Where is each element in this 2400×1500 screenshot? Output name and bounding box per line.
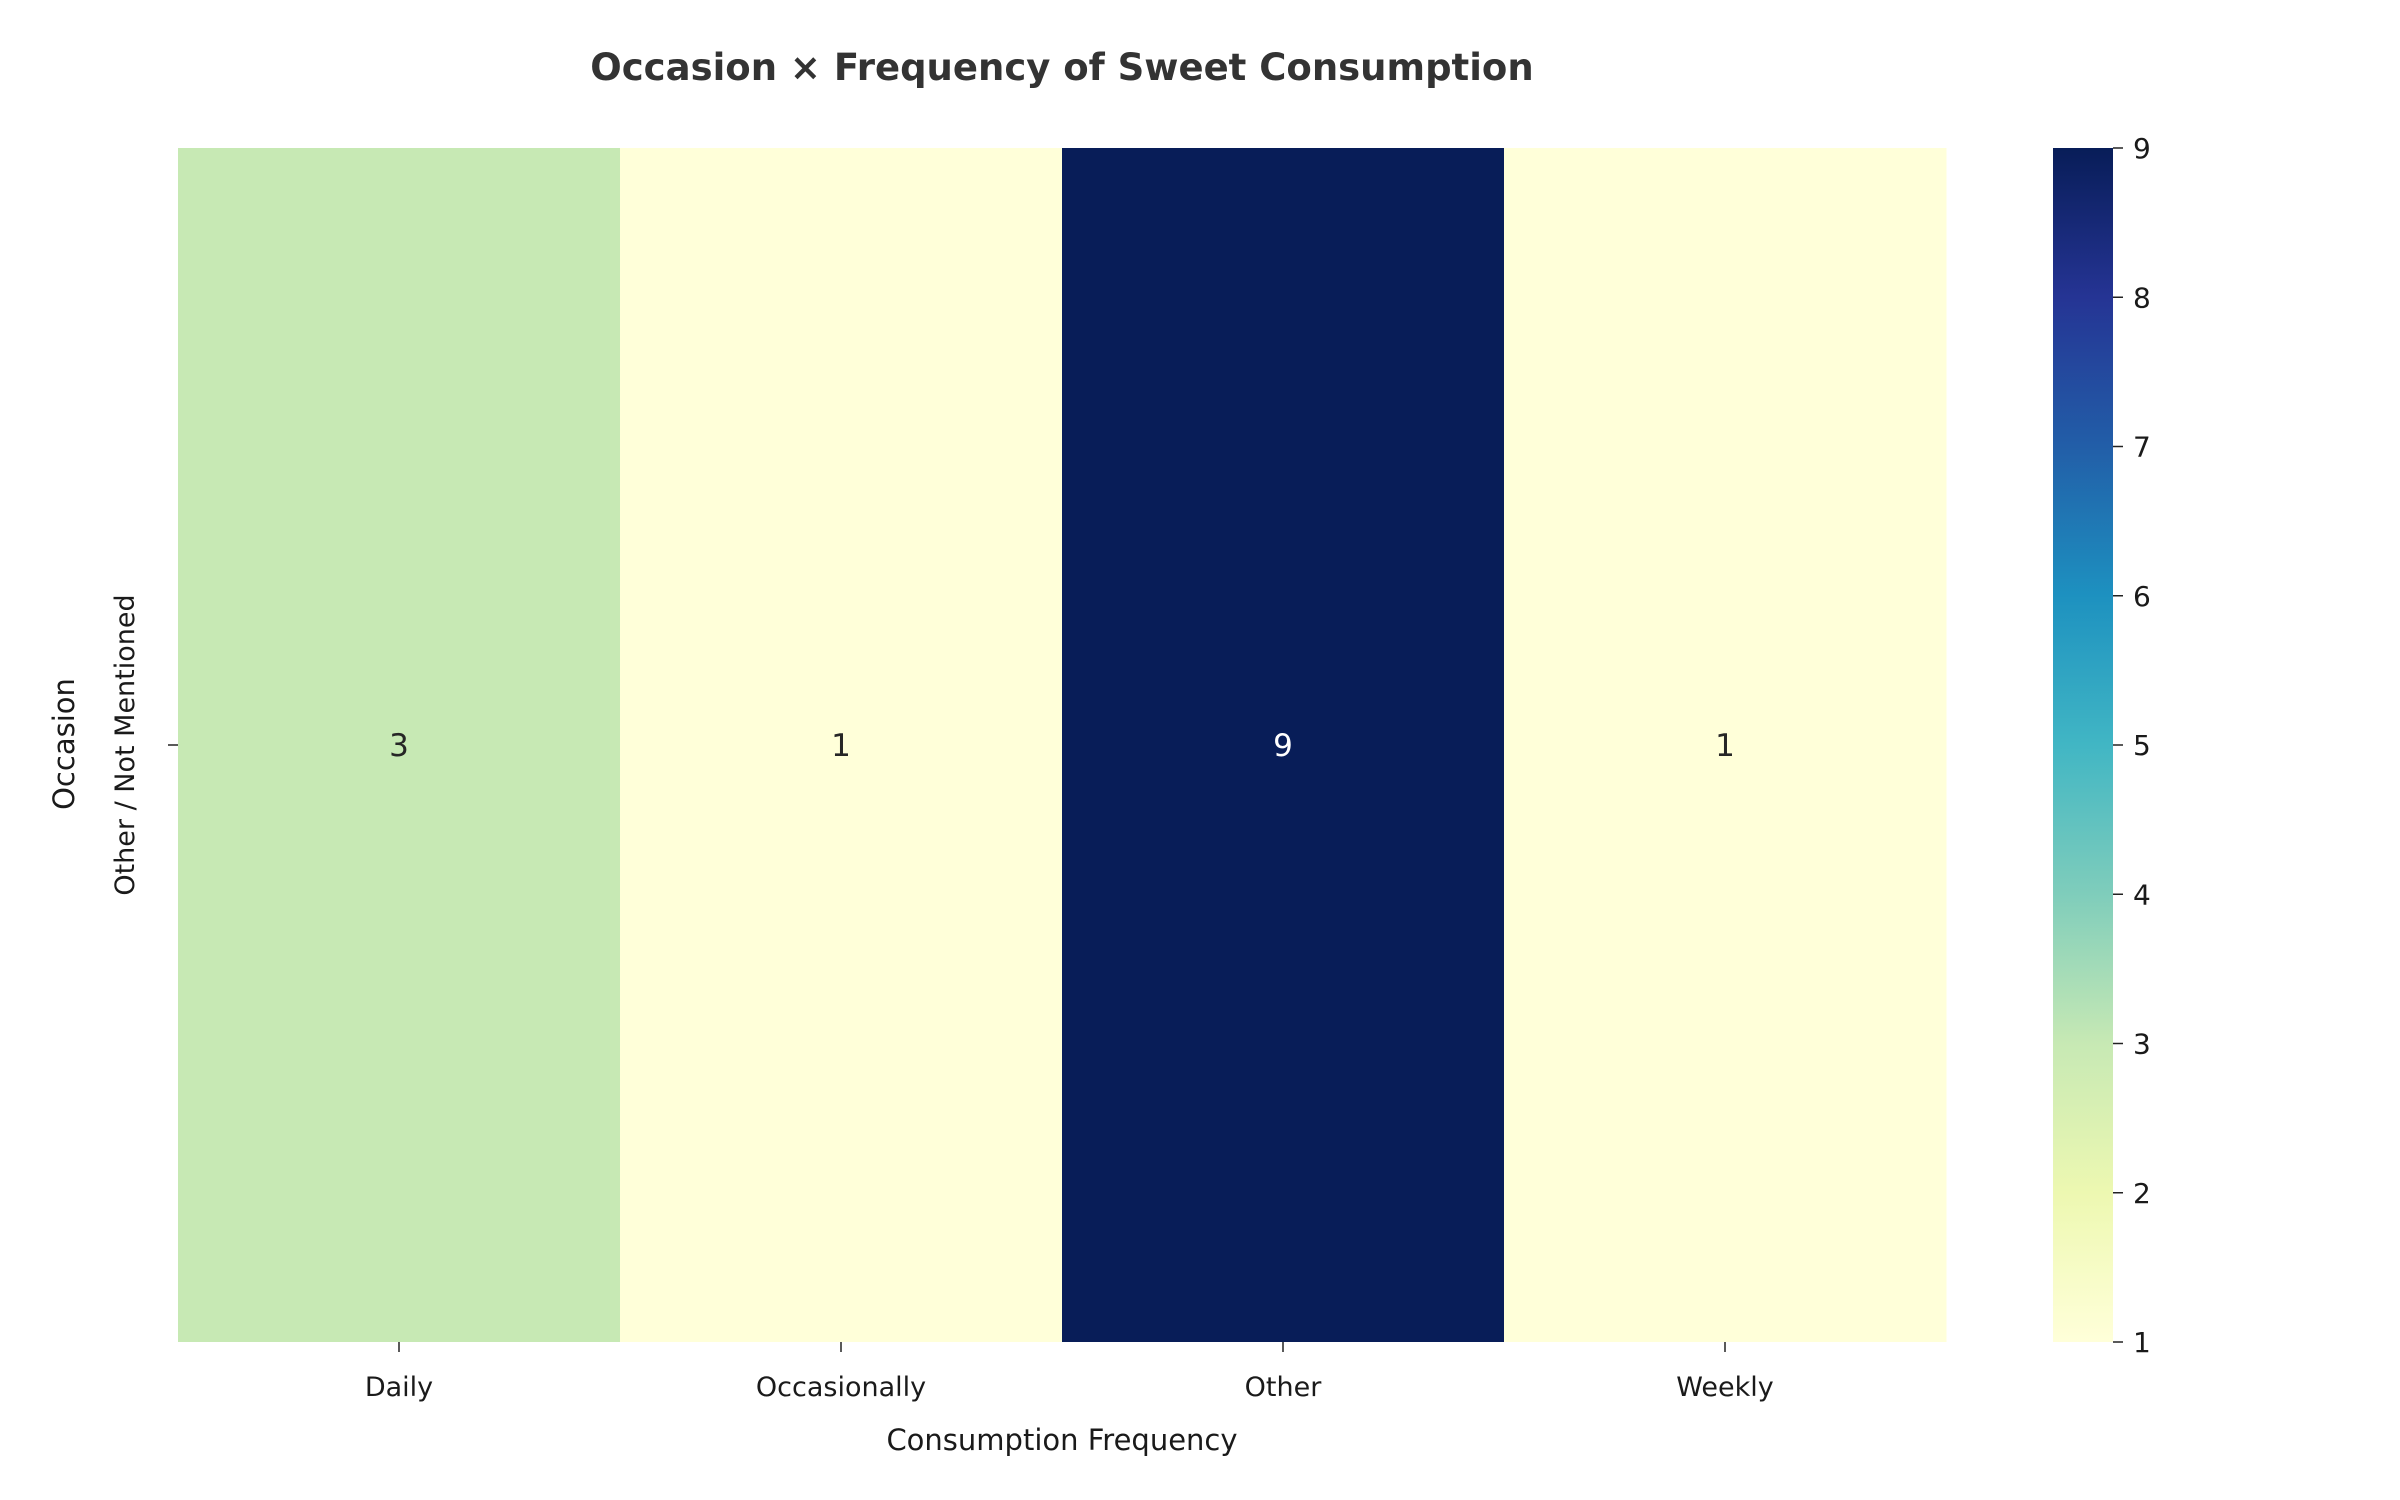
colorbar-ticks: 1 2 3 4 5 6 7 8 9	[2113, 132, 2151, 1359]
x-tick-label: Occasionally	[756, 1372, 926, 1403]
cell-value-label: 3	[389, 728, 409, 764]
x-tick-label: Weekly	[1676, 1372, 1773, 1403]
colorbar-tick-label: 7	[2133, 431, 2151, 464]
heatmap-cell	[178, 148, 621, 1342]
y-tick-label: Other / Not Mentioned	[110, 594, 141, 895]
heatmap-cell	[620, 148, 1063, 1342]
heatmap-cell	[1504, 148, 1947, 1342]
colorbar	[2053, 148, 2113, 1342]
colorbar-tick-label: 4	[2133, 878, 2151, 911]
x-axis-label: Consumption Frequency	[886, 1423, 1237, 1457]
colorbar-tick-label: 6	[2133, 580, 2151, 613]
colorbar-tick-label: 5	[2133, 729, 2151, 762]
cell-value-label: 1	[1715, 728, 1735, 764]
x-tick-label: Daily	[365, 1372, 433, 1403]
colorbar-tick-label: 2	[2133, 1177, 2151, 1210]
heatmap-cells	[178, 148, 1947, 1342]
colorbar-tick-label: 9	[2133, 132, 2151, 165]
y-axis-label: Occasion	[47, 678, 81, 810]
heatmap-cell	[1062, 148, 1505, 1342]
colorbar-tick-label: 3	[2133, 1028, 2151, 1061]
x-axis: Daily Occasionally Other Weekly	[365, 1342, 1774, 1403]
colorbar-tick-label: 1	[2133, 1326, 2151, 1359]
y-axis: Other / Not Mentioned	[110, 594, 178, 896]
cell-value-label: 9	[1273, 728, 1293, 764]
cell-annotations: 3 1 9 1	[389, 728, 1735, 764]
x-tick-label: Other	[1245, 1372, 1323, 1403]
colorbar-tick-label: 8	[2133, 281, 2151, 314]
cell-value-label: 1	[831, 728, 851, 764]
chart-title: Occasion × Frequency of Sweet Consumptio…	[590, 46, 1533, 89]
